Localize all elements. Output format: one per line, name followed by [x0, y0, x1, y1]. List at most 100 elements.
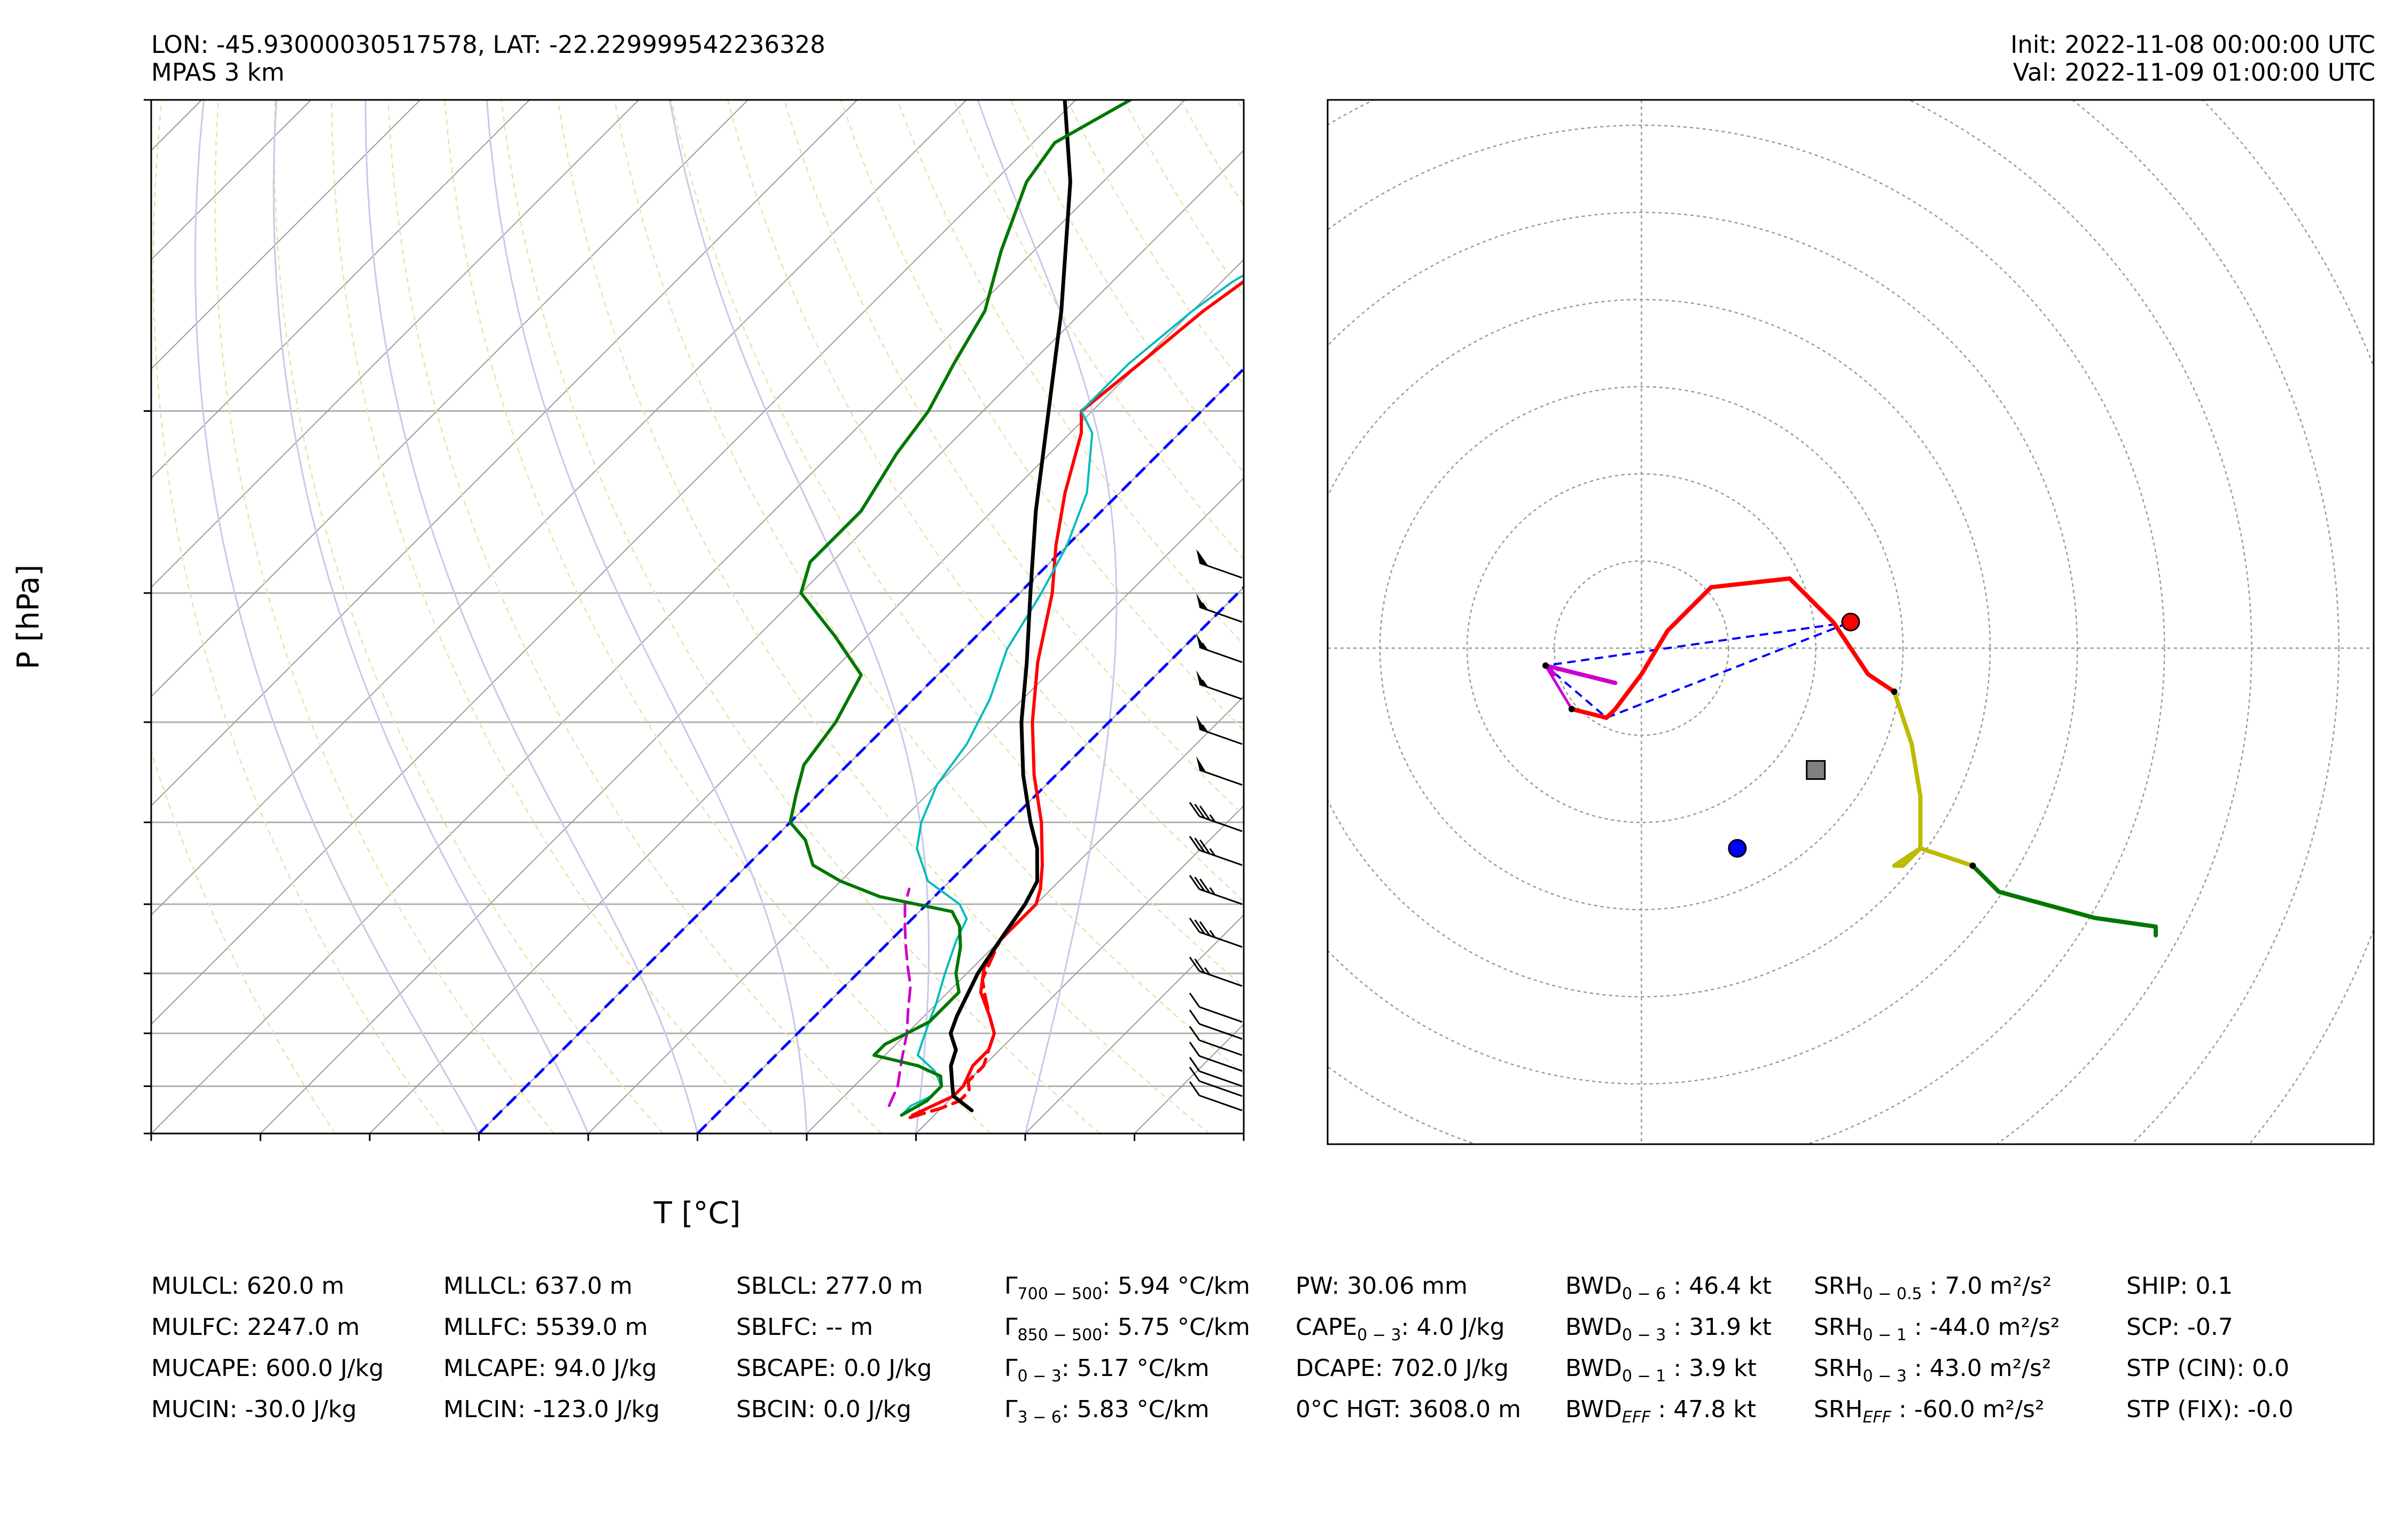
hodograph-segment-2 — [1569, 576, 1897, 720]
index-col3-2: SBCAPE: 0.0 J/kg — [736, 1355, 932, 1382]
height-marker — [1568, 706, 1575, 713]
index-value: : 30.06 mm — [1331, 1272, 1468, 1300]
hodograph-ring — [1328, 124, 2165, 1144]
index-subscript: 0 − 3 — [1357, 1325, 1401, 1344]
index-col8-3: STP (FIX): -0.0 — [2126, 1396, 2294, 1423]
hodograph-ring — [1466, 473, 1816, 823]
index-col5-1: CAPE0 − 3: 4.0 J/kg — [1296, 1314, 1505, 1344]
isotherm-gridline — [151, 100, 640, 588]
hodograph-plot — [1327, 99, 2375, 1145]
isotherm-gridline — [151, 100, 311, 261]
skewt-plot: T [°C] P [hPa] — [11, 99, 2402, 1231]
index-symbol: BWD — [1565, 1355, 1623, 1382]
wind-barb-halftick — [1202, 724, 1208, 732]
hodograph-grid — [1328, 100, 2374, 1144]
index-value: : -44.0 m²/s² — [1906, 1314, 2060, 1341]
init-time: Init: 2022-11-08 00:00:00 UTC — [2010, 30, 2375, 59]
wind-barb-shaft — [1199, 1039, 1243, 1056]
dry-adiabat — [727, 100, 1244, 902]
index-symbol: SRH — [1814, 1314, 1863, 1341]
location-label: LON: -45.93000030517578, LAT: -22.229999… — [151, 30, 825, 59]
wind-barb-halftick — [1209, 848, 1216, 856]
wind-barb-tick — [1194, 958, 1205, 974]
wind-barb — [1196, 715, 1243, 745]
wind-barb-tick — [1197, 551, 1208, 566]
dry-adiabat — [152, 100, 446, 1133]
dry-adiabat — [500, 100, 1101, 1133]
dry-adiabat — [953, 100, 1244, 560]
index-col4-0: Γ700 − 500: 5.94 °C/km — [1004, 1272, 1250, 1303]
index-col2-1: MLLFC: 5539.0 m — [443, 1314, 648, 1341]
hodograph-ring — [1379, 386, 1904, 911]
wind-barb — [1189, 835, 1243, 866]
wind-barb-flag — [1196, 633, 1206, 650]
hodograph-segment-1 — [1544, 664, 1573, 710]
wind-barb-tick — [1194, 838, 1205, 853]
index-subscript: 0 − 1 — [1862, 1325, 1907, 1344]
mean-wind-marker — [1806, 760, 1826, 780]
wind-barb-halftick — [1209, 814, 1216, 823]
moist-adiabat — [486, 100, 808, 1133]
index-value: : 46.4 kt — [1666, 1272, 1772, 1300]
index-col4-2: Γ0 − 3: 5.17 °C/km — [1004, 1355, 1210, 1386]
isotherm-gridline — [1243, 1132, 1244, 1133]
index-value: : 7.0 m²/s² — [1922, 1272, 2052, 1300]
index-symbol: Γ — [1004, 1272, 1018, 1300]
wind-barb — [1196, 670, 1243, 700]
wind-barb-tick — [1189, 802, 1200, 817]
index-value: : 5.17 °C/km — [1061, 1355, 1210, 1382]
dry-adiabat — [331, 100, 773, 1133]
wind-barb — [1196, 549, 1243, 579]
wind-barb-tick — [1194, 803, 1205, 819]
dry-adiabat — [1123, 100, 1244, 298]
wind-barb-shaft — [1199, 1080, 1243, 1097]
index-col6-1: BWD0 − 3 : 31.9 kt — [1565, 1314, 1772, 1344]
hodograph-ring — [1328, 299, 1991, 998]
index-subscript: EFF — [1622, 1408, 1651, 1427]
skewt-series-2 — [908, 917, 1023, 1120]
wind-barb-tick — [1189, 917, 1200, 933]
isotherm-gridline — [151, 100, 530, 479]
right-mover-marker — [1841, 613, 1860, 631]
isotherm-gridline — [151, 100, 748, 698]
index-col8-0: SHIP: 0.1 — [2126, 1272, 2233, 1300]
index-col1-0: MULCL: 620.0 m — [151, 1272, 345, 1300]
wind-barb-halftick — [1202, 602, 1208, 611]
index-col2-2: MLCAPE: 94.0 J/kg — [443, 1355, 657, 1382]
wind-barb-tick — [1189, 992, 1200, 1008]
wind-barb-flag — [1196, 756, 1206, 772]
moist-adiabat — [364, 100, 698, 1133]
index-symbol: 0°C HGT — [1296, 1396, 1393, 1423]
dry-adiabat — [214, 100, 555, 1133]
moist-adiabat — [977, 100, 1118, 1133]
index-col4-3: Γ3 − 6: 5.83 °C/km — [1004, 1396, 1210, 1427]
index-col5-3: 0°C HGT: 3608.0 m — [1296, 1396, 1521, 1423]
skewt-axes — [144, 99, 1245, 1141]
isotherm-gridline — [588, 477, 1244, 1133]
dry-adiabat — [1463, 100, 2402, 1133]
index-symbol: DCAPE — [1296, 1355, 1376, 1382]
dry-adiabat — [387, 100, 882, 1133]
highlighted-isotherm — [478, 366, 1244, 1133]
index-value: : 702.0 J/kg — [1375, 1355, 1509, 1382]
index-col6-0: BWD0 − 6 : 46.4 kt — [1565, 1272, 1772, 1303]
wind-barb-halftick — [1209, 930, 1216, 938]
index-symbol: PW — [1296, 1272, 1332, 1300]
isotherm-gridline — [151, 100, 421, 370]
wind-barb-halftick — [1202, 679, 1208, 687]
wind-barb — [1189, 802, 1243, 832]
dry-adiabat — [444, 100, 992, 1133]
wind-barb-flag — [1196, 670, 1206, 687]
isotherm-gridline — [915, 805, 1244, 1133]
wind-barb-shaft — [1199, 769, 1243, 786]
wind-barb-tick — [1189, 1067, 1200, 1082]
height-marker — [1542, 662, 1549, 669]
index-value: : 47.8 kt — [1650, 1396, 1756, 1423]
skewt-series-3 — [887, 887, 912, 1107]
wind-barb-tick — [1199, 806, 1211, 820]
wind-barb — [1189, 1057, 1243, 1087]
wind-barb-shaft — [1199, 815, 1243, 832]
wind-barb-shaft — [1199, 849, 1243, 866]
dry-adiabat — [1180, 100, 1244, 207]
hodograph-segment-0 — [1543, 663, 1618, 685]
